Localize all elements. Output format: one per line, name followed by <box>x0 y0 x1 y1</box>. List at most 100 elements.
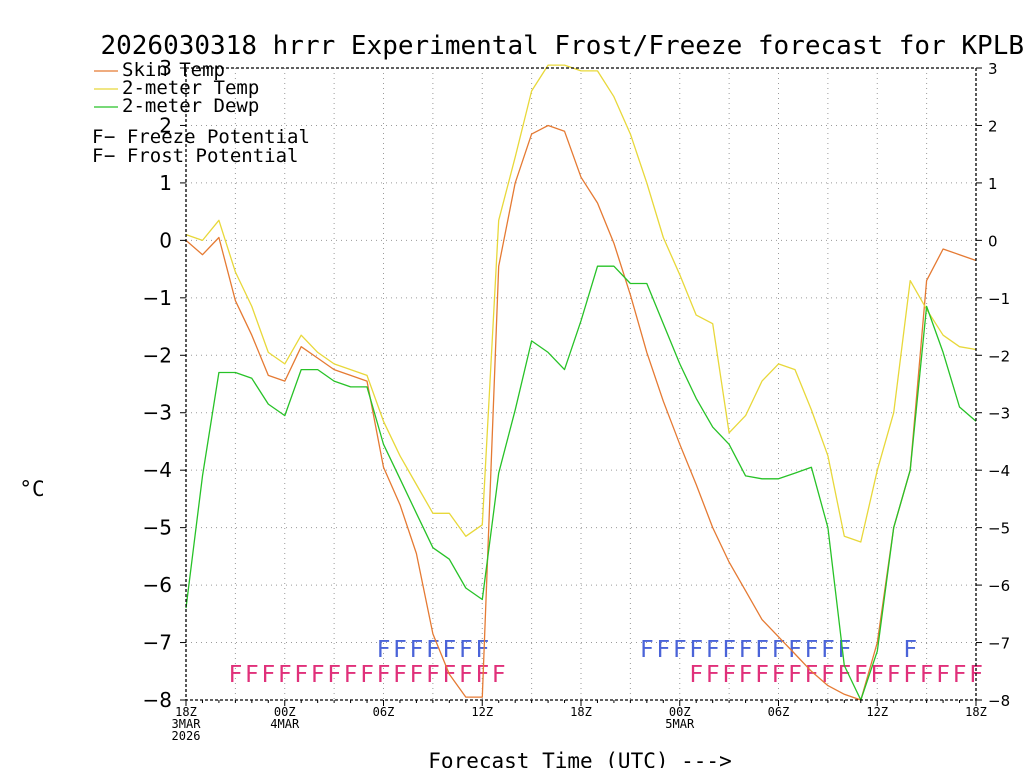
y-tick-label: −7 <box>143 631 172 655</box>
freeze-flag: F <box>261 662 275 688</box>
series-line-2-meter-dewp <box>185 265 977 701</box>
freeze-flag: F <box>722 662 736 688</box>
freeze-flag: F <box>492 662 506 688</box>
right-y-tick-label: 2 <box>988 117 998 135</box>
x-tick-label: 5MAR <box>665 717 695 731</box>
right-y-tick-label: −8 <box>988 692 1010 710</box>
x-tick-label: 06Z <box>768 705 790 719</box>
y-tick-label: −1 <box>143 286 172 310</box>
frost-flag: F <box>755 637 769 663</box>
freeze-flag: F <box>887 662 901 688</box>
x-tick-label: 3MAR <box>172 717 202 731</box>
right-y-axis: 3 2 1 0 −1 −2 −3 −4 −5 −6 −7 −8 <box>976 60 1010 710</box>
y-tick-label: 1 <box>159 171 172 195</box>
freeze-flag: F <box>393 662 407 688</box>
frost-flag: F <box>821 637 835 663</box>
x-tick-label: 12Z <box>471 705 493 719</box>
flag-legend-label: − Frost Potential <box>104 145 298 167</box>
freeze-flag: F <box>854 662 868 688</box>
x-tick-label: 18Z <box>175 705 197 719</box>
right-y-tick-label: 1 <box>988 175 998 193</box>
x-tick-label: 00Z <box>669 705 691 719</box>
freeze-flag: F <box>755 662 769 688</box>
freeze-flag: F <box>837 662 851 688</box>
y-tick-label: 3 <box>159 56 172 80</box>
legend-label: Skin Temp <box>122 59 225 81</box>
x-tick-label: 12Z <box>866 705 888 719</box>
flag-legend-letter: F <box>92 126 103 148</box>
right-y-tick-label: −3 <box>988 405 1010 423</box>
freeze-flag: F <box>409 662 423 688</box>
series-line-skin-temp <box>185 124 977 701</box>
frost-flag: F <box>804 637 818 663</box>
freeze-flag: F <box>377 662 391 688</box>
y-tick-label: −6 <box>143 573 172 597</box>
y-tick-label: −3 <box>143 401 172 425</box>
legend-label: 2-meter Dewp <box>122 95 259 117</box>
frost-flag: F <box>377 637 391 663</box>
freeze-flag: F <box>936 662 950 688</box>
frost-flag: F <box>640 637 654 663</box>
freeze-flag: F <box>294 662 308 688</box>
grid <box>186 67 976 701</box>
freeze-flag: F <box>278 662 292 688</box>
flag-legend-label: − Freeze Potential <box>104 126 310 148</box>
freeze-flag: F <box>920 662 934 688</box>
frost-flag: F <box>409 637 423 663</box>
freeze-flag: F <box>689 662 703 688</box>
y-tick-label: −2 <box>143 343 172 367</box>
x-tick-label: 2026 <box>172 729 201 743</box>
frost-flag: F <box>673 637 687 663</box>
y-tick-label: −4 <box>143 458 172 482</box>
frost-flag: F <box>393 637 407 663</box>
freeze-flag: F <box>739 662 753 688</box>
right-y-tick-label: −7 <box>988 635 1010 653</box>
frost-flag: F <box>903 637 917 663</box>
right-y-tick-label: 0 <box>988 232 998 250</box>
freeze-flag: F <box>459 662 473 688</box>
y-tick-label: −8 <box>143 688 172 712</box>
freeze-flag: F <box>245 662 259 688</box>
x-tick-label: 18Z <box>965 705 987 719</box>
frost-flag: F <box>656 637 670 663</box>
freeze-flag: F <box>706 662 720 688</box>
y-tick-label: −5 <box>143 516 172 540</box>
freeze-flag: F <box>228 662 242 688</box>
freeze-flag: F <box>772 662 786 688</box>
frost-flag: F <box>689 637 703 663</box>
frost-flag: F <box>837 637 851 663</box>
right-y-tick-label: −1 <box>988 290 1010 308</box>
x-tick-label: 06Z <box>373 705 395 719</box>
y-axis-label: °C <box>19 477 44 501</box>
series-line-2-meter-temp <box>185 64 977 543</box>
frost-flag: F <box>739 637 753 663</box>
freeze-flag: F <box>327 662 341 688</box>
frost-flag: F <box>426 637 440 663</box>
frost-flag: F <box>722 637 736 663</box>
freeze-flag: F <box>475 662 489 688</box>
legend-label: 2-meter Temp <box>122 77 259 99</box>
frost-flag: F <box>459 637 473 663</box>
y-axis: 3 2 1 0 −1 −2 −3 −4 −5 −6 −7 −8 <box>143 56 186 712</box>
x-tick-label: 18Z <box>570 705 592 719</box>
flag-legend-letter: F <box>92 145 103 167</box>
potential-flags: F F F F F F F F F F F F F F F F F F F F FF F F F F F F F F F F F F F F F F F F… <box>228 637 982 688</box>
freeze-flag: F <box>870 662 884 688</box>
frost-flag: F <box>772 637 786 663</box>
series-lines <box>185 64 977 701</box>
freeze-flag: F <box>311 662 325 688</box>
right-y-tick-label: −2 <box>988 347 1010 365</box>
freeze-flag: F <box>344 662 358 688</box>
y-tick-label: 2 <box>159 113 172 137</box>
freeze-flag: F <box>788 662 802 688</box>
frost-flag: F <box>788 637 802 663</box>
freeze-flag: F <box>426 662 440 688</box>
freeze-flag: F <box>903 662 917 688</box>
right-y-tick-label: −5 <box>988 520 1010 538</box>
freeze-flag: F <box>360 662 374 688</box>
right-y-tick-label: −4 <box>988 462 1010 480</box>
y-tick-label: 0 <box>159 228 172 252</box>
right-y-tick-label: −6 <box>988 577 1010 595</box>
